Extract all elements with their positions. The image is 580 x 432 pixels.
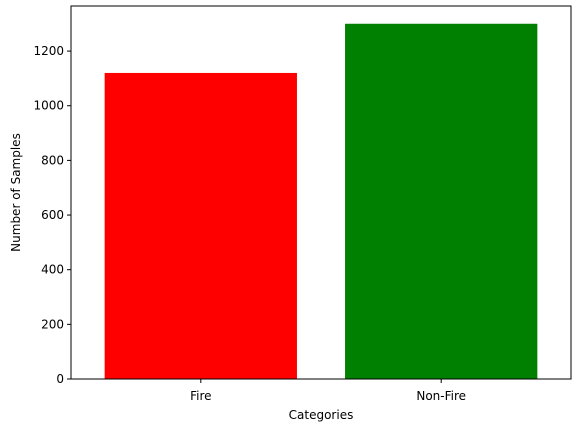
y-tick-label: 800 bbox=[41, 153, 64, 167]
x-ticks-group: Fire Non-Fire bbox=[190, 379, 466, 403]
bar-fire bbox=[104, 72, 297, 379]
x-axis-label: Categories bbox=[289, 408, 354, 422]
y-tick-label: 400 bbox=[41, 263, 64, 277]
x-tick-label: Non-Fire bbox=[416, 389, 466, 403]
x-tick-label: Fire bbox=[190, 389, 211, 403]
y-tick-label: 1200 bbox=[33, 44, 64, 58]
bars-group bbox=[104, 23, 538, 380]
bar-non-fire bbox=[345, 23, 538, 380]
y-tick-label: 1000 bbox=[33, 99, 64, 113]
y-tick-label: 600 bbox=[41, 208, 64, 222]
y-tick-label: 0 bbox=[56, 372, 64, 386]
y-tick-label: 200 bbox=[41, 317, 64, 331]
y-ticks-group: 0 200 400 600 800 1000 1200 bbox=[33, 44, 71, 386]
y-axis-label: Number of Samples bbox=[9, 133, 23, 252]
axes-frame bbox=[70, 5, 572, 380]
